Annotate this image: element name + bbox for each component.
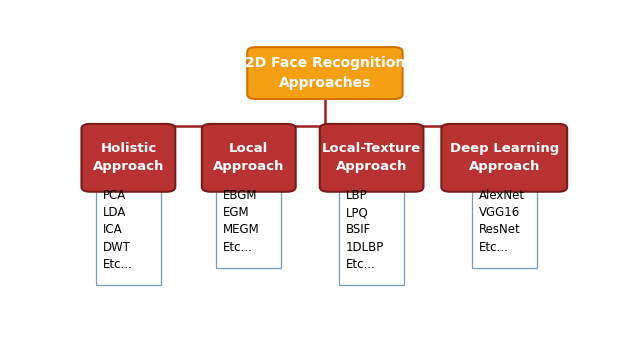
Text: LPQ: LPQ bbox=[346, 206, 368, 219]
Text: PCA: PCA bbox=[103, 189, 126, 202]
Text: EBGM: EBGM bbox=[223, 189, 257, 202]
FancyBboxPatch shape bbox=[202, 124, 295, 192]
Text: EGM: EGM bbox=[223, 206, 250, 219]
Text: ResNet: ResNet bbox=[479, 223, 521, 236]
Text: Etc...: Etc... bbox=[223, 240, 253, 254]
FancyBboxPatch shape bbox=[81, 124, 176, 192]
FancyBboxPatch shape bbox=[441, 124, 567, 192]
Text: LBP: LBP bbox=[346, 189, 368, 202]
FancyBboxPatch shape bbox=[339, 186, 404, 285]
Text: Local
Approach: Local Approach bbox=[213, 142, 285, 173]
Text: Etc...: Etc... bbox=[479, 240, 508, 254]
Text: BSIF: BSIF bbox=[346, 223, 371, 236]
Text: VGG16: VGG16 bbox=[479, 206, 520, 219]
Text: AlexNet: AlexNet bbox=[479, 189, 524, 202]
FancyBboxPatch shape bbox=[216, 186, 281, 268]
Text: ICA: ICA bbox=[103, 223, 122, 236]
Text: DWT: DWT bbox=[103, 240, 131, 254]
FancyBboxPatch shape bbox=[320, 124, 424, 192]
Text: Local-Texture
Approach: Local-Texture Approach bbox=[322, 142, 421, 173]
Text: MEGM: MEGM bbox=[223, 223, 260, 236]
FancyBboxPatch shape bbox=[96, 186, 161, 285]
Text: Etc...: Etc... bbox=[103, 258, 133, 271]
Text: 1DLBP: 1DLBP bbox=[346, 240, 384, 254]
Text: LDA: LDA bbox=[103, 206, 126, 219]
Text: 2D Face Recognition
Approaches: 2D Face Recognition Approaches bbox=[245, 56, 405, 90]
Text: Etc...: Etc... bbox=[346, 258, 375, 271]
FancyBboxPatch shape bbox=[472, 186, 537, 268]
Text: Deep Learning
Approach: Deep Learning Approach bbox=[450, 142, 559, 173]
Text: Holistic
Approach: Holistic Approach bbox=[93, 142, 164, 173]
FancyBboxPatch shape bbox=[247, 47, 403, 99]
